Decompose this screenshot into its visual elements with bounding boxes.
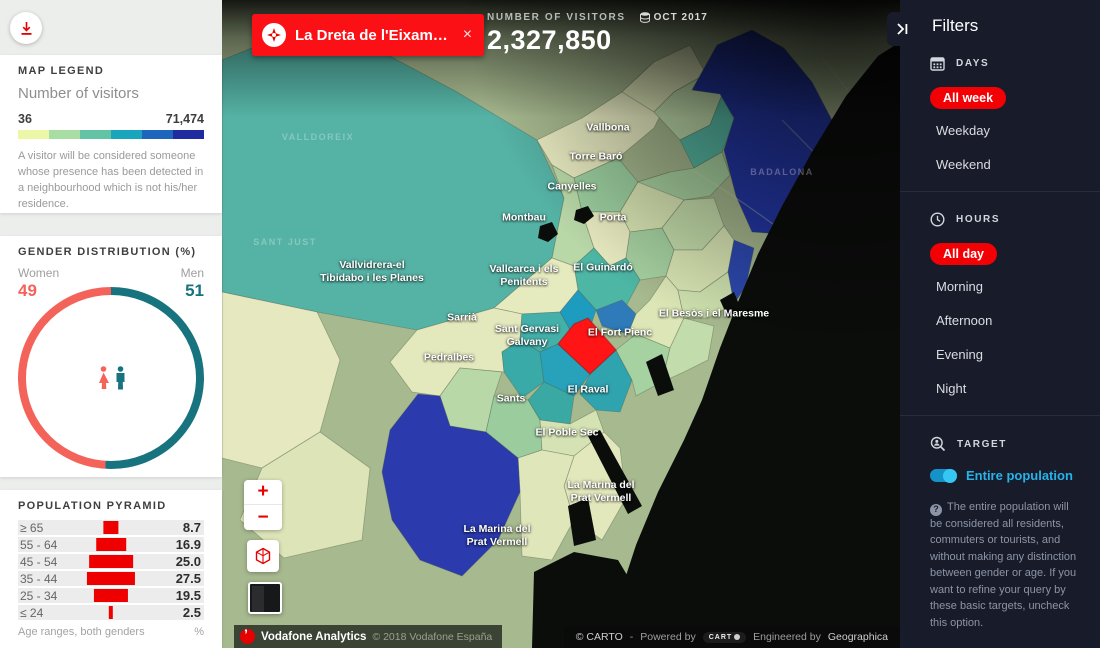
pyramid-footer-unit: % [194,626,204,638]
pyramid-rows: ≥ 65 8.7 55 - 64 16.9 45 - 54 25.0 35 - … [18,520,204,620]
filter-option-weekend[interactable]: Weekend [936,157,991,172]
zoom-control: + − [244,480,282,530]
legend-title: MAP LEGEND [18,65,105,77]
target-search-icon [930,436,946,452]
visitors-value: 2,327,850 [487,25,612,55]
download-button[interactable] [10,12,42,44]
hours-label: HOURS [956,214,1001,225]
chip-close-icon[interactable]: × [462,26,473,43]
legend-gradient-bar [18,130,204,139]
pyramid-row: 55 - 64 16.9 [18,537,204,552]
carto-logo[interactable]: CART [702,631,747,643]
pyramid-title: POPULATION PYRAMID [18,500,167,512]
entire-population-toggle-row[interactable]: Entire population [930,468,1082,483]
neighborhood-chip-icon [262,23,286,47]
filter-option-weekday[interactable]: Weekday [936,123,990,138]
selected-neighborhood-chip[interactable]: La Dreta de l'Eixam… × [252,14,485,56]
pyramid-bar [93,589,129,602]
men-stat: Men 51 [180,266,204,300]
population-pyramid-card: POPULATION PYRAMID ≥ 65 8.7 55 - 64 16.9… [0,490,222,648]
target-help-text: ? The entire population will be considere… [930,501,1077,629]
woman-icon [98,366,109,389]
vodafone-copyright: © 2018 Vodafone España [372,630,493,643]
choropleth-map[interactable] [222,0,900,648]
cube-icon [255,547,271,565]
days-section: DAYS All week Weekday Weekend [900,36,1100,172]
carto-copyright[interactable]: © CARTO [575,631,623,643]
gender-donut-hole [26,295,196,461]
pyramid-bar [96,538,126,551]
pyramid-bar [108,606,114,619]
filter-option-night[interactable]: Night [936,381,967,396]
pyramid-footer-label: Age ranges, both genders [18,626,145,638]
collapse-sidebar-button[interactable] [887,12,917,46]
vodafone-brand: Vodafone Analytics [261,630,367,643]
pyramid-row: 45 - 54 25.0 [18,554,204,569]
map-area: VALLDOREIX BADALONA SANT JUST Vallbona T… [222,0,900,648]
carto-logo-dot [734,634,741,640]
map-legend-card: MAP LEGEND Number of visitors 36 71,474 … [0,55,222,213]
pyramid-row: ≤ 24 2.5 [18,605,204,620]
filter-option-all-week[interactable]: All week [930,87,1007,109]
days-label: DAYS [956,58,990,69]
left-sidebar: MAP LEGEND Number of visitors 36 71,474 … [0,0,222,648]
gender-title: GENDER DISTRIBUTION (%) [18,246,197,258]
filter-option-all-day[interactable]: All day [930,243,997,265]
pyramid-bar [103,521,119,534]
zoom-in-button[interactable]: + [244,480,282,505]
women-value: 49 [18,281,37,300]
download-icon [21,21,31,35]
gender-distribution-card: GENDER DISTRIBUTION (%) Women 49 Men 51 [0,236,222,477]
visitors-headline: NUMBER OF VISITORS OCT 2017 2,327,850 [487,12,708,56]
pyramid-bar [86,572,136,585]
toggle-label: Entire population [966,468,1073,483]
women-stat: Women 49 [18,266,60,300]
filter-option-afternoon[interactable]: Afternoon [936,313,993,328]
neighborhood-chip-label: La Dreta de l'Eixam… [295,26,448,44]
pyramid-row: ≥ 65 8.7 [18,520,204,535]
collapse-icon [897,23,908,35]
carto-attribution: © CARTO - Powered by CART Engineered by … [563,626,900,648]
pyramid-row: 25 - 34 19.5 [18,588,204,603]
section-divider [900,415,1100,416]
target-label: TARGET [957,438,1007,450]
geographica-link[interactable]: Geographica [827,631,888,643]
legend-subtitle: Number of visitors [18,85,139,102]
pyramid-bar [89,555,133,568]
gender-donut-chart [18,287,204,469]
filters-title: Filters [932,16,979,35]
calendar-icon [930,57,945,71]
man-icon [116,366,124,390]
pyramid-row: 35 - 44 27.5 [18,571,204,586]
question-icon: ? [930,503,942,516]
legend-max: 71,474 [165,112,204,126]
legend-description: A visitor will be considered someone who… [18,150,204,210]
zoom-out-button[interactable]: − [257,506,269,528]
legend-min: 36 [18,112,32,126]
filters-sidebar: Filters DAYS All week Weekday Weekend [887,0,1100,648]
filter-option-evening[interactable]: Evening [936,347,983,362]
section-divider [900,191,1100,192]
database-icon [639,12,650,23]
visitors-label: NUMBER OF VISITORS [487,12,626,23]
target-section: TARGET Entire population ? The entire pop… [900,416,1100,631]
3d-cube-button[interactable] [247,540,279,572]
vodafone-attribution: Vodafone Analytics © 2018 Vodafone Españ… [234,625,503,648]
toggle-switch[interactable] [930,468,957,483]
filter-option-morning[interactable]: Morning [936,279,983,294]
vodafone-logo-icon [240,626,255,644]
hours-section: HOURS All day Morning Afternoon Evening … [900,192,1100,396]
clock-icon [930,212,945,227]
men-value: 51 [185,281,204,300]
period-badge: OCT 2017 [639,12,708,23]
toggle-knob [943,468,957,483]
basemap-switcher-thumbnail[interactable] [248,582,282,614]
